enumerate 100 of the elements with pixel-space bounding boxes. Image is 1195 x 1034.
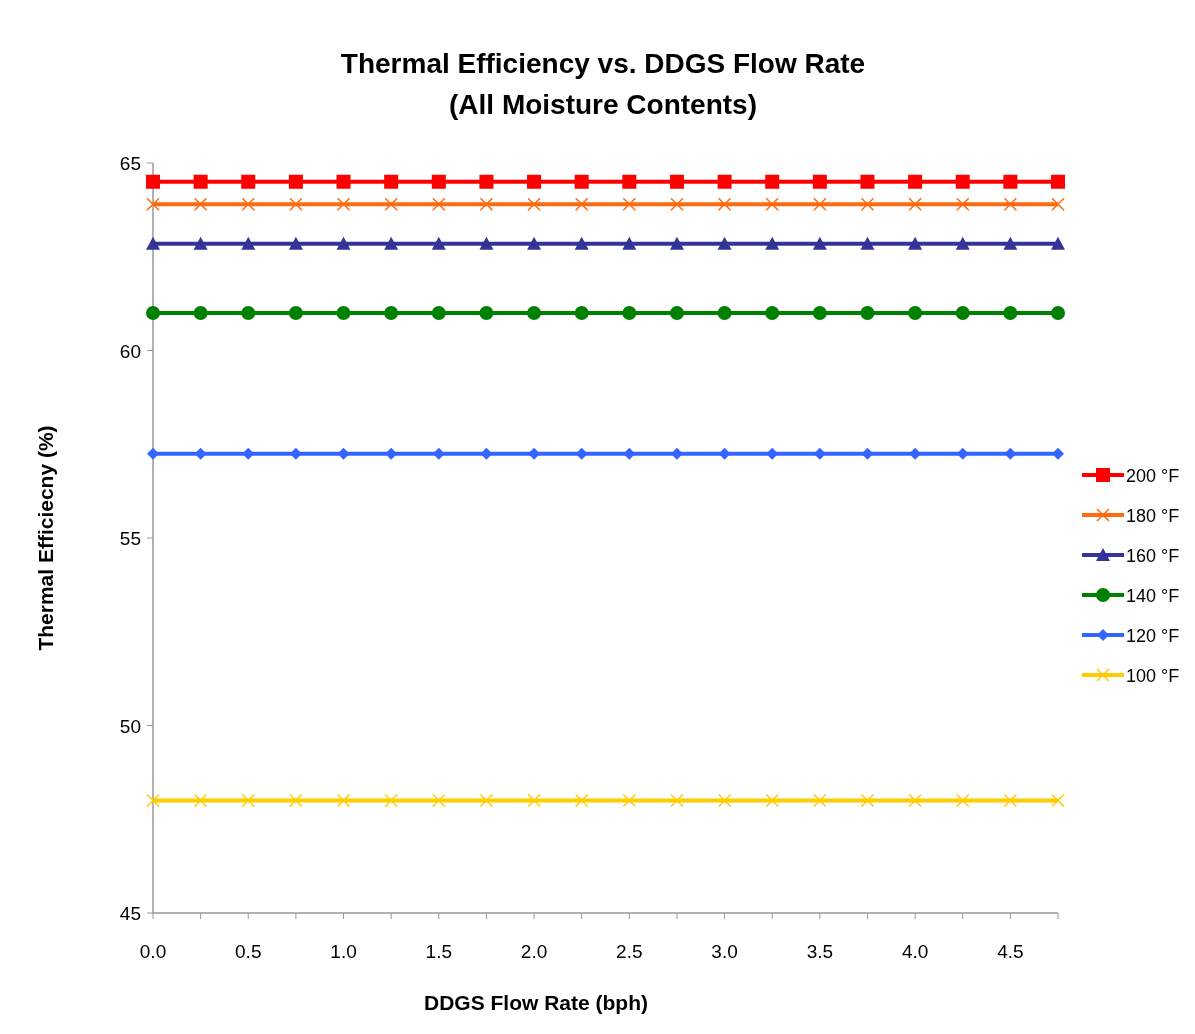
point [384, 236, 399, 250]
point [1051, 174, 1065, 189]
point [622, 306, 637, 320]
point [908, 236, 923, 250]
point [955, 236, 970, 250]
point [479, 197, 494, 211]
point [717, 197, 732, 211]
point [574, 197, 589, 211]
point [1003, 236, 1018, 250]
point [336, 197, 351, 211]
point [860, 306, 875, 320]
point [527, 236, 542, 250]
point [527, 306, 542, 320]
point [574, 236, 589, 250]
point [765, 793, 779, 808]
point [622, 236, 637, 250]
point [955, 174, 970, 189]
x-tick-label: 2.0 [520, 941, 548, 962]
point [574, 793, 589, 808]
y-tick-label: 65 [119, 153, 141, 174]
point [622, 793, 637, 808]
point [813, 793, 827, 808]
point [622, 174, 637, 189]
legend-label: 100 °F [1126, 666, 1180, 686]
point [765, 306, 780, 320]
point [146, 197, 160, 211]
point [1052, 447, 1064, 460]
point [622, 197, 637, 211]
point [146, 236, 160, 250]
x-tick-label: 4.5 [997, 941, 1024, 962]
point [384, 793, 398, 808]
point [669, 174, 684, 189]
point [955, 793, 970, 808]
point [574, 306, 589, 320]
point [193, 236, 208, 250]
x-tick-label: 3.5 [806, 941, 834, 962]
y-tick-label: 55 [119, 528, 141, 549]
point [527, 197, 541, 211]
point [1003, 197, 1018, 211]
point [193, 793, 208, 808]
point [479, 174, 494, 189]
point [288, 236, 303, 250]
point [669, 236, 684, 250]
y-tick-label: 50 [119, 715, 141, 737]
point [1003, 174, 1018, 189]
x-tick-label: 1.0 [330, 941, 357, 962]
x-tick-label: 0.5 [235, 941, 262, 962]
point [336, 236, 351, 250]
point [241, 197, 256, 211]
legend-label: 200 °F [1126, 466, 1180, 486]
point [431, 306, 446, 320]
point [384, 306, 399, 320]
point [527, 793, 541, 808]
x-axis-title: DDGS Flow Rate (bph) [424, 991, 648, 1014]
point [860, 174, 875, 189]
point [908, 174, 923, 189]
point [717, 306, 732, 320]
point [669, 306, 684, 320]
y-axis-title: Thermal Efficiecny (%) [34, 425, 57, 651]
point [241, 306, 256, 320]
point [527, 174, 542, 189]
point [431, 174, 446, 189]
point [908, 793, 922, 808]
point [908, 306, 923, 320]
point [241, 174, 256, 189]
point [289, 793, 303, 808]
point [289, 197, 303, 211]
point [241, 793, 256, 808]
legend-label: 120 °F [1126, 626, 1180, 646]
point [765, 174, 780, 189]
point [193, 197, 208, 211]
chart-title: Thermal Efficiency vs. DDGS Flow Rate [340, 48, 866, 79]
point [241, 236, 256, 250]
point [717, 793, 732, 808]
legend-label: 180 °F [1126, 506, 1180, 526]
point [146, 793, 160, 808]
y-tick-label: 45 [119, 903, 141, 924]
point [813, 197, 827, 211]
point [860, 793, 875, 808]
point [955, 197, 970, 211]
point [812, 174, 827, 189]
point [479, 306, 494, 320]
point [765, 236, 780, 250]
point [384, 197, 398, 211]
point [147, 447, 159, 460]
x-tick-label: 0.0 [139, 941, 167, 962]
point [146, 174, 160, 189]
point [860, 236, 875, 250]
point [860, 197, 875, 211]
point [336, 306, 351, 320]
point [193, 306, 208, 320]
legend-label: 140 °F [1126, 586, 1180, 606]
point [479, 236, 494, 250]
x-tick-label: 1.5 [425, 941, 452, 962]
point [908, 197, 922, 211]
point [1003, 793, 1018, 808]
point [193, 174, 208, 189]
y-tick-label: 60 [119, 340, 141, 362]
x-tick-label: 3.0 [711, 941, 738, 962]
point [812, 306, 827, 320]
